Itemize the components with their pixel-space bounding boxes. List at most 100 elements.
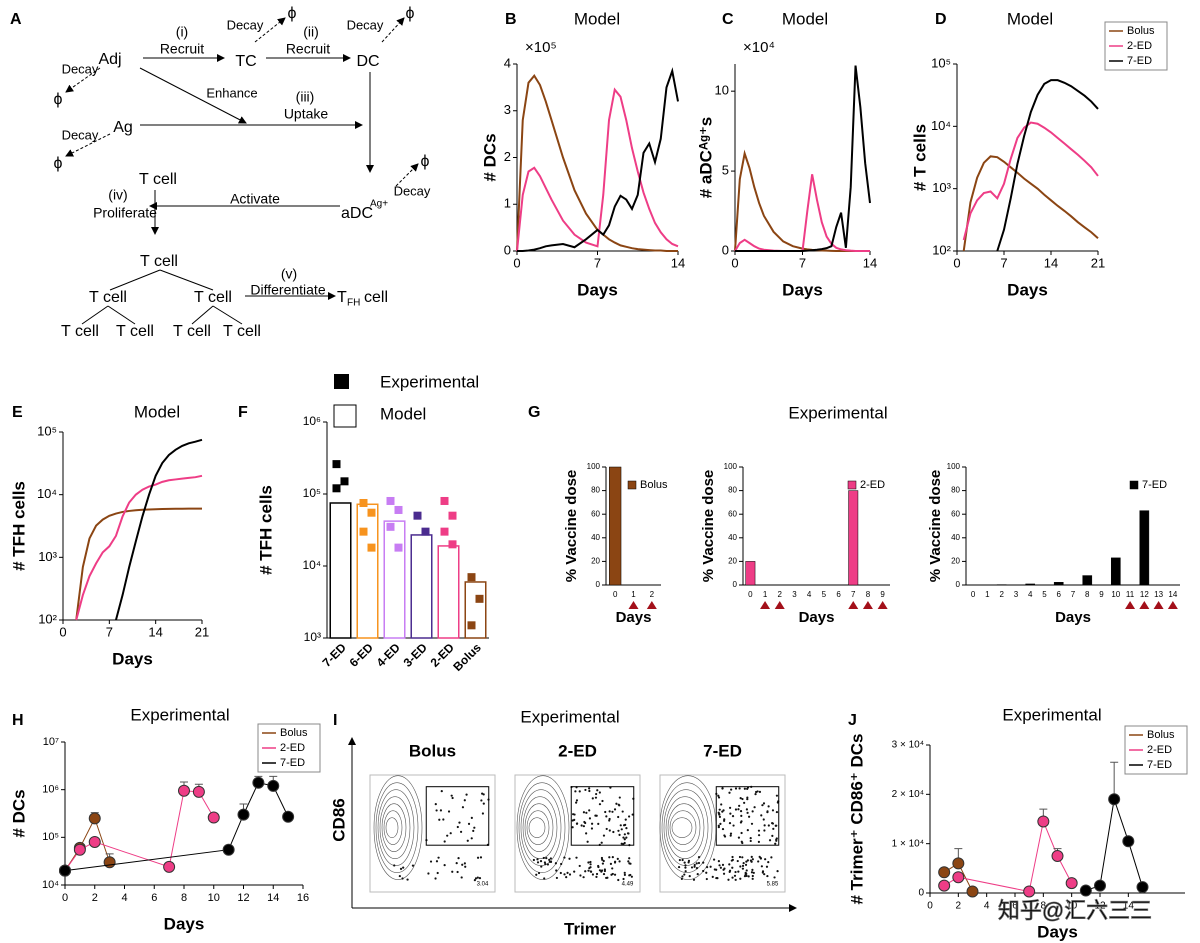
cell-dot — [734, 808, 738, 811]
cell-dot — [440, 790, 443, 793]
x-tick-label: 8 — [181, 892, 187, 904]
cell-dot — [738, 855, 742, 859]
experimental-point — [413, 511, 422, 520]
cell-dot — [586, 840, 589, 843]
cell-dot — [478, 877, 482, 880]
diagram-label: Enhance — [206, 85, 257, 100]
flow-frame — [369, 774, 496, 893]
x-axis-label: Days — [164, 914, 205, 933]
cell-dot — [763, 829, 766, 832]
cell-dot — [730, 859, 733, 862]
diagram-label: T cell — [61, 323, 99, 340]
cell-dot — [693, 865, 696, 868]
cell-dot — [573, 813, 576, 816]
cell-dot — [738, 787, 741, 790]
cell-dot — [705, 871, 708, 874]
y-tick-label: 40 — [951, 533, 960, 542]
cell-dot — [605, 815, 608, 818]
contour — [524, 803, 554, 852]
dose-marker — [877, 601, 888, 609]
cell-dot — [702, 861, 705, 864]
cell-dot — [536, 861, 540, 864]
contour — [667, 803, 701, 852]
cell-dot — [460, 876, 463, 879]
diagram-label: ϕ — [421, 153, 430, 170]
cell-dot — [761, 804, 764, 807]
cell-dot — [631, 813, 634, 816]
x-tick-label: 5 — [1042, 590, 1047, 599]
cell-dot — [729, 832, 733, 835]
cell-dot — [757, 840, 760, 843]
x-tick-label: 14 — [1123, 901, 1135, 912]
cell-dot — [597, 822, 600, 825]
bar — [1082, 575, 1093, 586]
cell-dot — [473, 826, 476, 829]
diagram-label: ϕ — [406, 5, 415, 22]
cell-dot — [618, 860, 621, 863]
cell-dot — [600, 841, 603, 844]
cell-dot — [532, 858, 535, 862]
cell-dot — [542, 856, 545, 860]
legend-label: Bolus — [640, 479, 668, 491]
cell-dot — [754, 793, 757, 796]
y-axis-label: # aDCᴬᵍ⁺s — [696, 117, 715, 199]
x-tick-label: 0 — [613, 590, 618, 599]
cell-dot — [767, 805, 770, 808]
cell-dot — [746, 811, 749, 814]
y-tick-label: 10⁶ — [42, 784, 59, 796]
cell-dot — [683, 873, 686, 876]
legend-label: 7-ED — [280, 757, 305, 769]
cell-dot — [575, 799, 579, 802]
experimental-point — [448, 511, 457, 520]
legend-label: 7-ED — [1142, 479, 1167, 491]
series-line — [114, 438, 203, 621]
cell-dot — [737, 836, 741, 839]
cell-dot — [480, 799, 483, 802]
legend-label: 2-ED — [1147, 744, 1172, 756]
cell-dot — [747, 875, 750, 878]
cell-dot — [602, 859, 605, 863]
cell-dot — [677, 865, 681, 869]
cell-dot — [621, 810, 624, 813]
y-tick-label: 10⁴ — [931, 118, 951, 133]
cell-dot — [746, 796, 749, 799]
cell-dot — [618, 833, 621, 836]
legend-label: Model — [380, 404, 426, 423]
x-tick-label: 21 — [1091, 255, 1105, 270]
data-point — [1037, 815, 1050, 828]
series-line — [516, 87, 679, 252]
dose-marker — [1125, 601, 1136, 609]
cell-dot — [474, 877, 478, 880]
cell-dot — [718, 812, 721, 816]
x-tick-label: 1 — [631, 590, 636, 599]
x-tick-label: 21 — [195, 624, 209, 639]
data-point — [178, 784, 190, 797]
y-tick-label: 10³ — [932, 180, 951, 195]
cell-dot — [766, 874, 769, 878]
cell-dot — [696, 872, 699, 876]
cell-dot — [706, 866, 709, 869]
experimental-point — [340, 477, 349, 486]
x-tick-label: 10 — [1066, 901, 1078, 912]
cell-dot — [443, 864, 446, 867]
contour — [383, 810, 403, 845]
data-point — [282, 810, 295, 823]
cell-dot — [746, 829, 749, 832]
legend-label: 7-ED — [1147, 759, 1172, 771]
cell-dot — [717, 860, 720, 863]
cell-dot — [739, 810, 743, 813]
x-tick-label: 14 — [863, 255, 877, 270]
y-axis-label: CD86 — [329, 798, 348, 841]
cell-dot — [739, 865, 742, 868]
cell-dot — [627, 815, 631, 818]
cell-dot — [687, 861, 690, 864]
chart-title: Model — [782, 9, 828, 28]
cell-dot — [472, 829, 475, 832]
cell-dot — [775, 838, 778, 841]
experimental-point — [421, 527, 430, 536]
cell-dot — [411, 864, 415, 867]
data-point — [966, 885, 979, 898]
cell-dot — [739, 797, 742, 800]
x-axis-label: Days — [1037, 922, 1078, 941]
contour — [377, 789, 415, 866]
